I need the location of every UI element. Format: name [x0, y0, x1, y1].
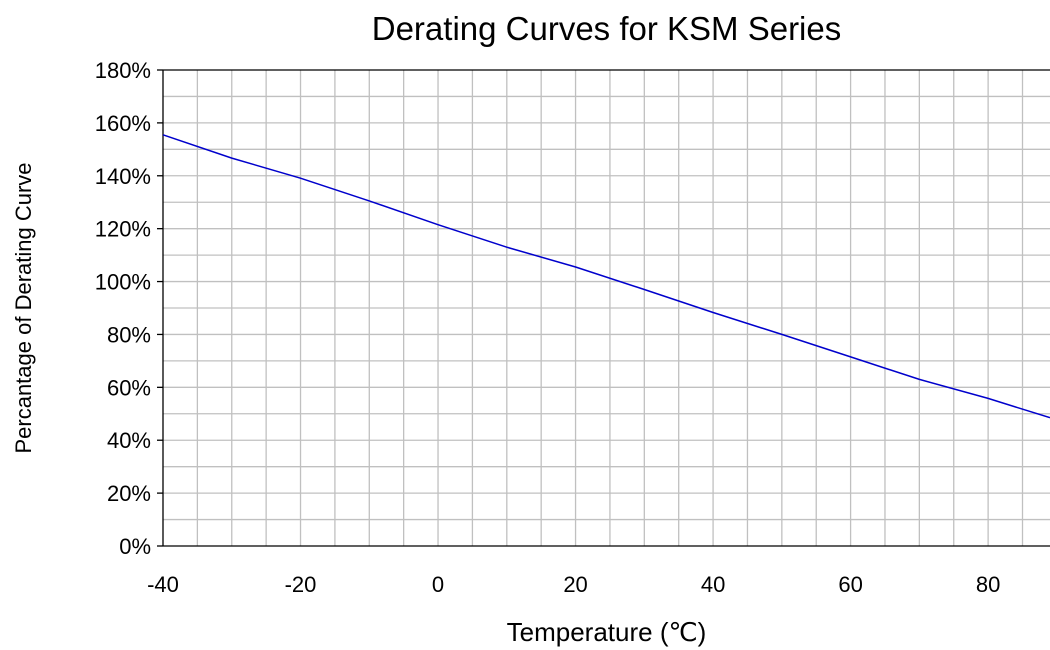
y-tick-label: 160%	[95, 111, 151, 136]
y-tick-label: 40%	[107, 428, 151, 453]
x-tick-label: 20	[563, 572, 587, 597]
y-tick-label: 120%	[95, 217, 151, 242]
x-tick-label: 60	[838, 572, 862, 597]
y-tick-label: 100%	[95, 270, 151, 295]
y-tick-label: 80%	[107, 322, 151, 347]
x-axis-label: Temperature (℃)	[506, 617, 707, 647]
x-tick-label: 40	[701, 572, 725, 597]
y-tick-label: 0%	[119, 534, 151, 559]
x-tick-labels: -40 -20 0 20 40 60 80	[147, 572, 1000, 597]
y-tick-labels: 0% 20% 40% 60% 80% 100% 120% 140% 160% 180%	[95, 58, 151, 559]
y-tick-label: 20%	[107, 481, 151, 506]
y-tick-label: 140%	[95, 164, 151, 189]
series-line-1	[162, 134, 1050, 419]
x-tick-label: 80	[976, 572, 1000, 597]
x-tick-label: -40	[147, 572, 179, 597]
chart-title: Derating Curves for KSM Series	[371, 10, 842, 47]
y-tick-label: 60%	[107, 375, 151, 400]
grid	[163, 70, 1050, 546]
axes	[157, 69, 1050, 547]
x-tick-label: 0	[432, 572, 444, 597]
x-tick-label: -20	[285, 572, 317, 597]
y-tick-label: 180%	[95, 58, 151, 83]
series-layer	[162, 134, 1050, 419]
